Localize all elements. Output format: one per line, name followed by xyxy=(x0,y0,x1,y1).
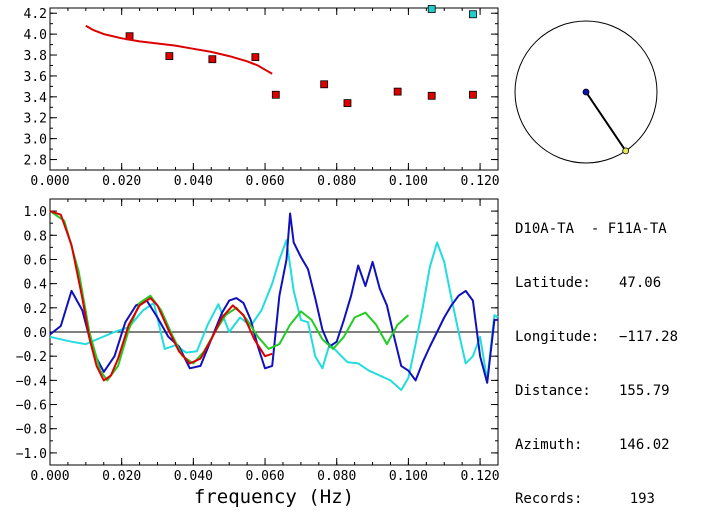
lower-panel-data xyxy=(49,210,499,391)
dial-circle xyxy=(514,20,658,164)
upper-y-tick-label: 3.6 xyxy=(24,70,47,85)
lower-panel-ticks: 0.000 0.020 0.040 0.060 0.080 0.100 0.120 1.0 0.… xyxy=(16,198,500,484)
upper-x-tick-label: 0.040 xyxy=(174,174,213,189)
latitude-row: Latitude: 47.06 xyxy=(515,274,667,292)
x-axis-title: frequency (Hz) xyxy=(194,486,354,508)
lower-y-tick-label: 1.0 xyxy=(24,205,47,220)
upper-data-point xyxy=(469,10,477,19)
lower-x-tick-label: 0.060 xyxy=(245,469,284,484)
upper-y-tick-label: 4.0 xyxy=(24,28,47,43)
upper-data-point xyxy=(469,90,477,99)
lower-y-tick-label: 0.0 xyxy=(24,326,47,341)
lower-series-line-3 xyxy=(49,210,273,382)
latitude-key: Latitude: xyxy=(515,275,591,291)
upper-data-point xyxy=(208,55,217,64)
upper-y-tick-label: 3.0 xyxy=(24,133,47,148)
records-value: 193 xyxy=(629,491,655,507)
azimuth-pointer xyxy=(585,91,627,152)
upper-series-line-2 xyxy=(85,24,273,75)
azimuth-value: 146.02 xyxy=(619,437,670,453)
azimuth-row: Azimuth: 146.02 xyxy=(515,436,670,454)
lower-series-line-1 xyxy=(49,212,498,384)
lower-y-tick-label: 0.2 xyxy=(24,302,47,317)
azimuth-dial xyxy=(514,20,658,164)
dial-end-dot xyxy=(622,147,630,155)
upper-x-tick-label: 0.080 xyxy=(317,174,356,189)
upper-panel-data xyxy=(85,5,477,108)
longitude-value: −117.28 xyxy=(619,329,679,345)
upper-x-tick-label: 0.120 xyxy=(461,174,500,189)
upper-x-tick-label: 0.060 xyxy=(245,174,284,189)
lower-series-line-2 xyxy=(49,210,410,382)
longitude-row: Longitude: −117.28 xyxy=(515,328,679,346)
upper-x-tick-label: 0.000 xyxy=(30,174,69,189)
distance-value: 155.79 xyxy=(619,383,670,399)
upper-y-tick-label: 3.2 xyxy=(24,112,47,127)
lower-x-tick-label: 0.080 xyxy=(317,469,356,484)
lower-y-tick-label: −0.8 xyxy=(16,423,47,438)
lower-y-tick-label: 0.8 xyxy=(24,229,47,244)
distance-key: Distance: xyxy=(515,383,591,399)
upper-data-point xyxy=(343,99,352,108)
lower-y-tick-label: −0.6 xyxy=(16,399,47,414)
upper-y-tick-label: 3.8 xyxy=(24,49,47,64)
upper-x-tick-label: 0.020 xyxy=(102,174,141,189)
lower-x-tick-label: 0.100 xyxy=(389,469,428,484)
distance-row: Distance: 155.79 xyxy=(515,382,670,400)
lower-x-tick-label: 0.000 xyxy=(30,469,69,484)
upper-y-tick-label: 4.2 xyxy=(24,7,47,22)
upper-data-point xyxy=(427,91,436,100)
lower-x-tick-label: 0.020 xyxy=(102,469,141,484)
upper-data-point xyxy=(271,90,280,99)
longitude-key: Longitude: xyxy=(515,329,600,345)
upper-data-point xyxy=(251,53,260,62)
azimuth-key: Azimuth: xyxy=(515,437,583,453)
lower-x-tick-label: 0.120 xyxy=(461,469,500,484)
upper-panel-ticks: 0.000 0.020 0.040 0.060 0.080 0.100 0.120 2.8 3.… xyxy=(24,7,500,189)
lower-y-tick-label: −1.0 xyxy=(16,447,47,462)
lower-y-tick-label: −0.4 xyxy=(16,374,47,389)
upper-x-tick-label: 0.100 xyxy=(389,174,428,189)
dial-center-dot xyxy=(582,88,590,96)
station-info-panel: D10A-TA - F11A-TA Latitude: 47.06 Longitu… xyxy=(515,184,679,526)
upper-data-point xyxy=(320,80,329,89)
lower-x-tick-label: 0.040 xyxy=(174,469,213,484)
upper-data-point xyxy=(393,87,402,96)
records-key: Records: xyxy=(515,491,583,507)
lower-y-tick-label: −0.2 xyxy=(16,350,47,365)
upper-data-point xyxy=(427,5,436,13)
lower-y-tick-label: 0.4 xyxy=(24,278,48,293)
upper-y-tick-label: 3.4 xyxy=(24,91,48,106)
station-pair-label: D10A-TA - F11A-TA xyxy=(515,221,667,237)
latitude-value: 47.06 xyxy=(619,275,662,291)
records-row: Records: 193 xyxy=(515,490,667,508)
upper-y-tick-label: 2.8 xyxy=(24,154,47,169)
lower-y-tick-label: 0.6 xyxy=(24,253,47,268)
upper-panel-frame xyxy=(49,7,499,171)
upper-data-point xyxy=(165,52,174,60)
